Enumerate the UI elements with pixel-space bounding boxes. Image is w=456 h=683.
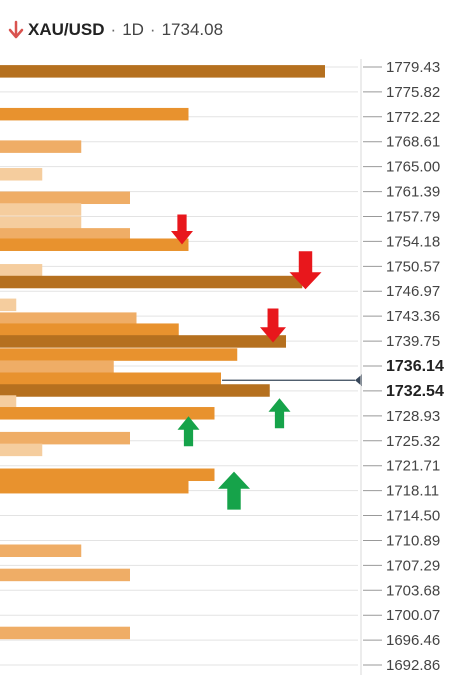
confluence-bar [0,238,189,251]
up-arrow-icon [218,471,250,510]
confluence-bar [0,395,17,408]
confluence-bar [0,384,270,397]
tick-label: 1736.14 [386,358,444,375]
confluence-bar [0,407,215,420]
confluence-bar [0,480,189,494]
confluence-bar [0,443,43,457]
confluence-bar [0,544,82,557]
tick-label: 1732.54 [386,383,444,400]
confluence-bar [0,168,43,181]
tick-label: 1757.79 [386,208,440,225]
separator-dot: · [149,20,156,39]
confluence-bar [0,431,130,445]
tick-label: 1746.97 [386,283,440,300]
tick-label: 1775.82 [386,84,440,101]
confluence-bar [0,216,82,229]
confluence-bar [0,275,303,289]
confluence-bar [0,372,221,385]
confluence-bar [0,140,82,153]
tick-label: 1700.07 [386,607,440,624]
tick-label: 1703.68 [386,582,440,599]
tick-label: 1743.36 [386,308,440,325]
tick-label: 1765.00 [386,159,440,176]
down-arrow-icon [289,251,322,290]
down-arrow-icon [8,20,24,40]
separator-dot: · [110,20,117,39]
confluence-bar [0,626,130,640]
confluence-bar [0,264,43,277]
tick-label: 1721.71 [386,458,440,475]
tick-label: 1696.46 [386,632,440,649]
confluence-bar [0,568,130,582]
confluence-bar [0,298,17,312]
up-arrow-icon [177,416,200,447]
confluence-bar [0,107,189,121]
down-arrow-icon [171,214,193,245]
tick-label: 1718.11 [386,483,439,500]
chart-header: XAU/USD · 1D · 1734.08 [8,16,223,44]
tick-label: 1761.39 [386,184,440,201]
confluence-bar [0,65,325,78]
confluence-bar [0,335,286,348]
tick-label: 1707.29 [386,557,440,574]
confluence-bar [0,360,114,374]
confluence-bar [0,323,179,336]
confluence-bar [0,203,82,216]
tick-label: 1710.89 [386,532,440,549]
confluence-bar [0,228,130,241]
confluence-bar [0,348,238,361]
tick-label: 1725.32 [386,433,440,450]
tick-label: 1768.61 [386,134,440,151]
tick-label: 1714.50 [386,508,440,525]
confluence-bar [0,312,137,325]
confluence-bar [0,468,215,482]
tick-label: 1750.57 [386,258,440,275]
timeframe-label: 1D [122,20,144,39]
tick-label: 1728.93 [386,408,440,425]
tick-label: 1754.18 [386,233,440,250]
tick-label: 1772.22 [386,109,440,126]
current-price-marker [355,374,362,387]
down-arrow-icon [260,308,286,343]
tick-label: 1739.75 [386,333,440,350]
tick-label: 1692.86 [386,657,440,674]
tick-label: 1779.43 [386,59,440,76]
symbol-label: XAU/USD [28,20,105,39]
confluence-bar [0,191,130,205]
up-arrow-icon [268,398,291,429]
current-price-label: 1734.08 [161,20,224,39]
